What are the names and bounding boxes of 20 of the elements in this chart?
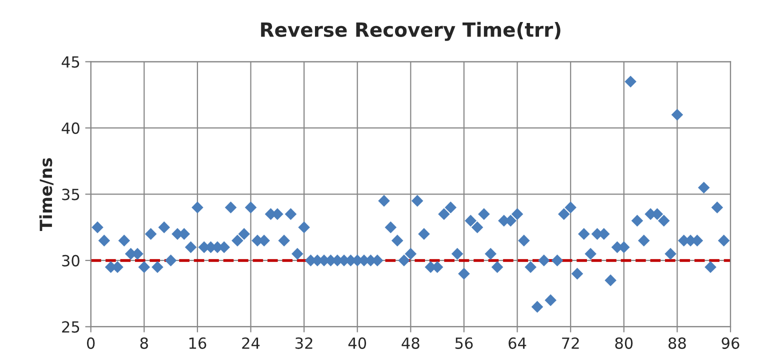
x-tick-label: 8	[140, 337, 148, 349]
x-tick-label: 40	[348, 337, 366, 349]
x-tick-label: 56	[455, 337, 473, 349]
chart-title: Reverse Recovery Time(trr)	[261, 22, 560, 41]
y-tick-label: 25	[62, 321, 80, 333]
x-tick-label: 64	[508, 337, 526, 349]
y-tick-label: 40	[62, 122, 80, 134]
y-axis-title: Time/ns	[39, 158, 54, 231]
x-tick-label: 0	[86, 337, 95, 349]
x-tick-label: 96	[722, 337, 740, 349]
x-tick-label: 16	[189, 337, 206, 349]
x-tick-label: 24	[242, 337, 260, 349]
x-tick-label: 72	[562, 337, 579, 349]
x-tick-label: 88	[668, 337, 686, 349]
y-tick-label: 45	[62, 56, 80, 68]
y-tick-label: 35	[62, 188, 80, 200]
x-tick-label: 32	[296, 337, 312, 349]
x-tick-label: 80	[615, 337, 633, 349]
x-tick-label: 48	[402, 337, 420, 349]
y-tick-label: 30	[62, 254, 80, 266]
